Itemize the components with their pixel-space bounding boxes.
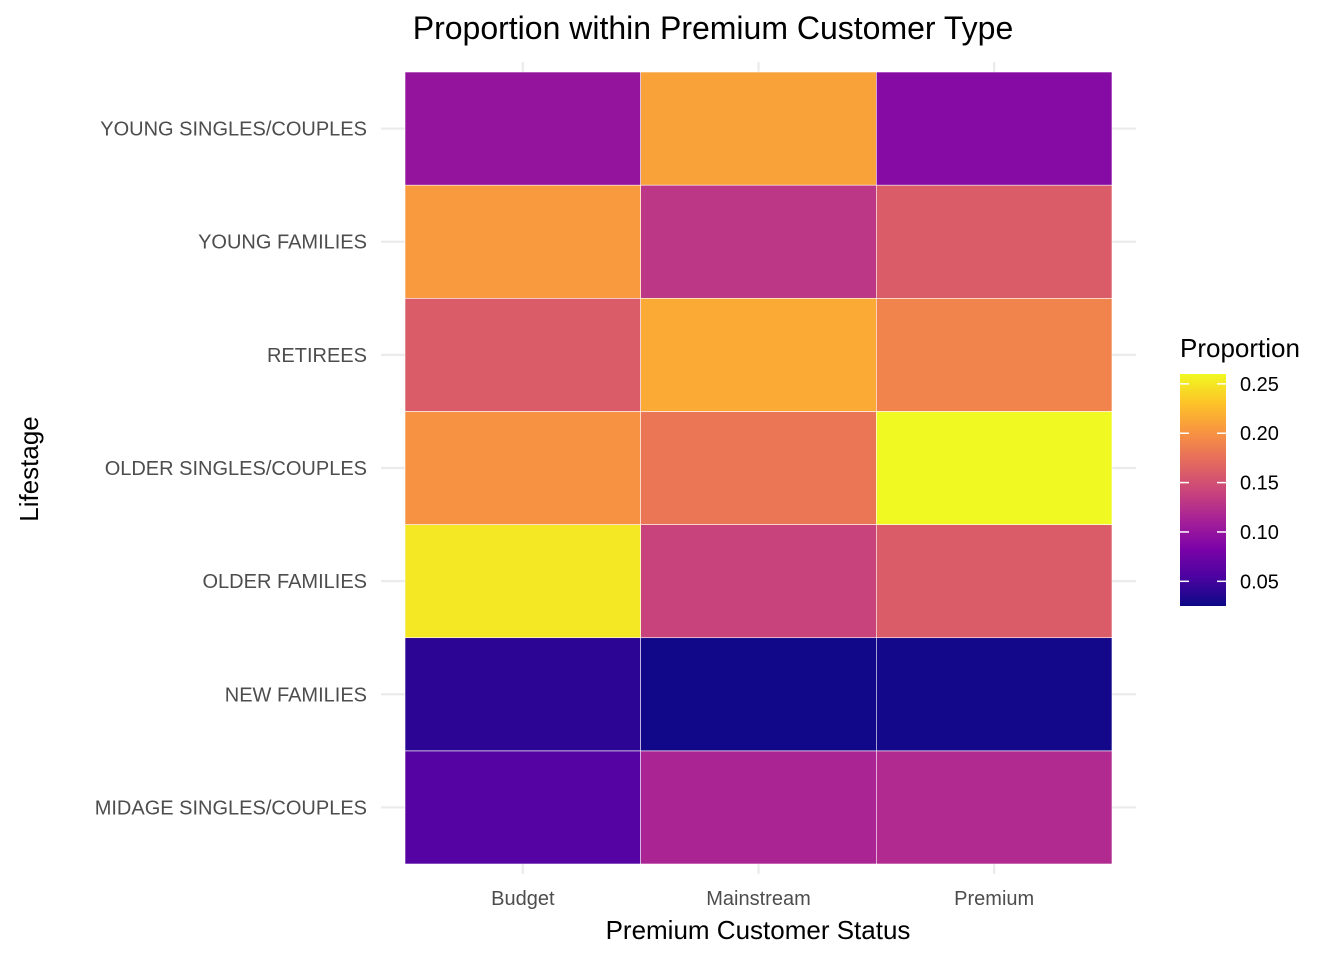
heatmap-cell (404, 297, 641, 412)
y-tick-label: YOUNG SINGLES/COUPLES (100, 119, 367, 141)
heatmap-tiles (404, 71, 1113, 865)
y-tick-label: OLDER FAMILIES (203, 571, 368, 593)
legend-tick-label: 0.15 (1240, 473, 1279, 495)
x-axis-ticks: Budget Mainstream Premium (491, 888, 1034, 910)
heatmap-cell (404, 524, 641, 639)
y-tick-label: MIDAGE SINGLES/COUPLES (95, 797, 367, 819)
heatmap-cell (640, 524, 877, 639)
y-tick-label: RETIREES (267, 345, 367, 367)
heatmap-cell (404, 184, 641, 299)
legend-title: Proportion (1180, 333, 1300, 363)
heatmap-cell (640, 750, 877, 865)
y-tick-label: OLDER SINGLES/COUPLES (105, 458, 367, 480)
heatmap-cell (876, 297, 1113, 412)
legend-tick-label: 0.10 (1240, 522, 1279, 544)
heatmap-cell (404, 71, 641, 186)
legend-color-bar (1180, 374, 1226, 606)
heatmap-cell (404, 750, 641, 865)
heatmap-cell (876, 750, 1113, 865)
heatmap-cell (640, 297, 877, 412)
heatmap-cell (404, 411, 641, 525)
color-legend: Proportion 0.05 0.10 0.15 0.20 0.25 (1180, 333, 1300, 606)
heatmap-cell (876, 524, 1113, 639)
x-tick-label: Mainstream (706, 888, 810, 910)
heatmap-cell (640, 184, 877, 299)
y-tick-label: NEW FAMILIES (225, 684, 367, 706)
heatmap-cell (876, 411, 1113, 525)
heatmap-cell (876, 184, 1113, 299)
legend-tick-label: 0.25 (1240, 374, 1279, 396)
y-tick-label: YOUNG FAMILIES (198, 232, 367, 254)
heatmap-cell (404, 637, 641, 752)
chart-title: Proportion within Premium Customer Type (413, 10, 1014, 46)
legend-ticks: 0.05 0.10 0.15 0.20 0.25 (1180, 374, 1279, 593)
y-axis-ticks: MIDAGE SINGLES/COUPLES NEW FAMILIES OLDER … (95, 119, 367, 820)
heatmap-cell (876, 71, 1113, 186)
heatmap-cell (640, 637, 877, 752)
legend-tick-label: 0.05 (1240, 571, 1279, 593)
x-tick-label: Budget (491, 888, 555, 910)
x-axis-title: Premium Customer Status (606, 915, 911, 945)
heatmap-cell (876, 637, 1113, 752)
y-axis-title: Lifestage (14, 416, 44, 522)
heatmap-cell (640, 71, 877, 186)
x-tick-label: Premium (954, 888, 1034, 910)
legend-tick-label: 0.20 (1240, 423, 1279, 445)
heatmap-cell (640, 411, 877, 525)
